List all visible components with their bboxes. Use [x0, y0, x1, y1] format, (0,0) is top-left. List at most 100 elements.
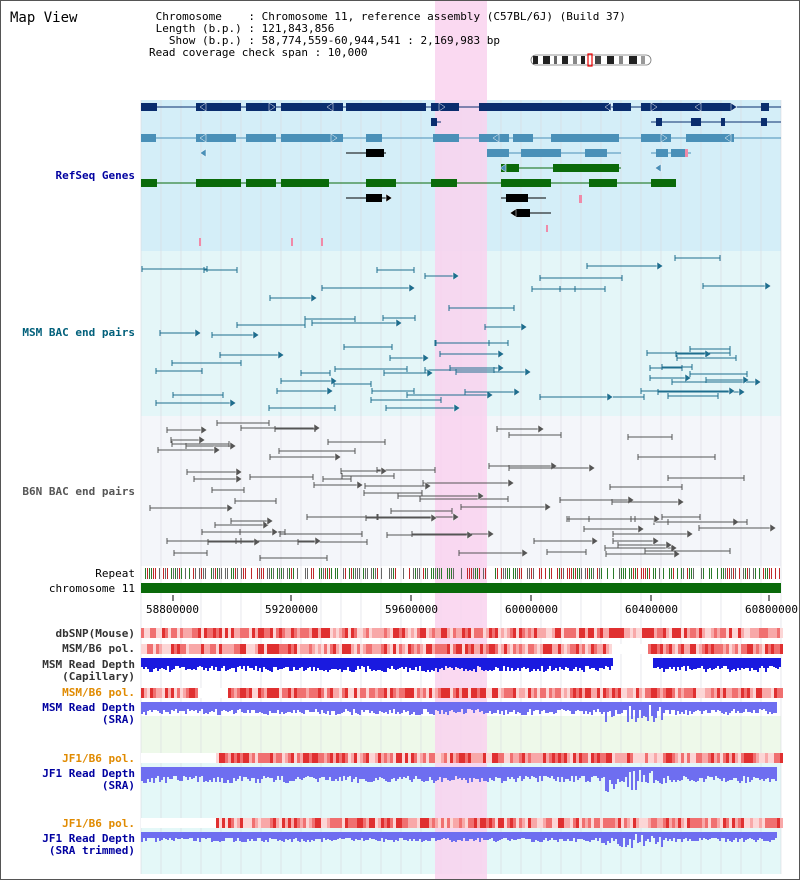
jf1-depth-bar — [363, 767, 365, 779]
dbsnp-cell — [531, 628, 534, 638]
jf1-depth-trimmed-bar — [485, 832, 487, 840]
jf1-depth-trimmed-bar — [691, 832, 693, 841]
msm-depth-capillary-bar — [281, 658, 283, 669]
jf1-depth-trimmed-bar — [607, 832, 609, 841]
msm-depth-capillary-bar — [765, 658, 767, 672]
chromosome-ideogram[interactable] — [529, 53, 653, 67]
repeat-element — [213, 568, 214, 579]
jf1-pol-trimmed-cell — [198, 818, 201, 828]
strand-arrow — [588, 463, 596, 473]
jf1-pol-trimmed-cell — [669, 818, 672, 828]
msm-depth-capillary-bar — [269, 658, 271, 671]
msm-pol-sra-cell — [306, 688, 309, 698]
jf1-pol-cell — [378, 753, 381, 763]
msm-pol-capillary-cell — [423, 644, 426, 654]
msm-depth-sra-bar — [591, 702, 593, 715]
msm-depth-capillary-bar — [607, 658, 609, 667]
msm-depth-capillary-bar — [673, 658, 675, 667]
msm-depth-sra-bar — [471, 702, 473, 710]
msm-depth-sra-bar — [527, 702, 529, 712]
repeat-element — [263, 568, 264, 579]
msm-pol-sra-cell — [600, 688, 603, 698]
repeat-element — [267, 568, 268, 579]
jf1-depth-bar — [411, 767, 413, 782]
msm-pol-capillary-cell — [303, 644, 306, 654]
jf1-pol-cell — [777, 753, 780, 763]
jf1-pol-trimmed-cell — [618, 818, 621, 828]
jf1-depth-bar — [219, 767, 221, 782]
msm-depth-sra-bar — [403, 702, 405, 710]
msm-depth-sra-bar — [431, 702, 433, 714]
msm-depth-capillary-bar — [255, 658, 257, 666]
jf1-pol-trimmed-cell — [657, 818, 660, 828]
jf1-depth-trimmed-bar — [165, 832, 167, 839]
jf1-depth-bar — [673, 767, 675, 780]
jf1-pol-trimmed-cell — [567, 818, 570, 828]
dbsnp-cell — [690, 628, 693, 638]
msm-pol-capillary-cell — [420, 644, 423, 654]
msm-depth-sra-bar — [215, 702, 217, 709]
jf1-pol-cell — [141, 753, 144, 763]
msm-pol-capillary-cell — [189, 644, 192, 654]
dbsnp-cell — [228, 628, 231, 638]
msm-pol-capillary-cell — [399, 644, 402, 654]
jf1-depth-bar — [477, 767, 479, 779]
msm-depth-sra-bar — [389, 702, 391, 710]
refseq-gene-exon — [691, 118, 701, 126]
jf1-pol-trimmed-cell — [141, 818, 144, 828]
jf1-depth-trimmed-bar — [381, 832, 383, 838]
jf1-pol-cell — [639, 753, 642, 763]
msm-pol-capillary-cell — [204, 644, 207, 654]
jf1-pol-cell — [270, 753, 273, 763]
jf1-pol-trimmed-cell — [684, 818, 687, 828]
dbsnp-cell — [573, 628, 576, 638]
msm-depth-sra-bar — [685, 702, 687, 710]
msm-pol-capillary-cell — [384, 644, 387, 654]
msm-depth-capillary-bar — [585, 658, 587, 666]
jf1-depth-trimmed-bar — [571, 832, 573, 841]
jf1-depth-trimmed-bar — [557, 832, 559, 842]
msm-pol-sra-cell — [447, 688, 450, 698]
msm-depth-capillary-bar — [407, 658, 409, 672]
msm-pol-capillary-cell — [501, 644, 504, 654]
jf1-pol-trimmed-cell — [396, 818, 399, 828]
jf1-depth-trimmed-bar — [705, 832, 707, 839]
jf1-pol-trimmed-cell — [549, 818, 552, 828]
jf1-pol-cell — [408, 753, 411, 763]
msm-pol-capillary-cell — [657, 644, 660, 654]
repeat-element — [531, 568, 532, 579]
jf1-depth-trimmed-bar — [719, 832, 721, 841]
msm-depth-capillary-bar — [687, 658, 689, 666]
msm-depth-sra-bar — [395, 702, 397, 714]
jf1-depth-bar — [535, 767, 537, 778]
jf1-depth-bar — [737, 767, 739, 781]
msm-depth-capillary-bar — [157, 658, 159, 671]
jf1-pol-trimmed-cell — [672, 818, 675, 828]
msm-pol-sra-cell — [255, 688, 258, 698]
msm-pol-sra-cell — [732, 688, 735, 698]
msm-pol-sra-cell — [357, 688, 360, 698]
msm-depth-sra-bar — [717, 702, 719, 710]
msm-depth-sra-bar — [337, 702, 339, 714]
dbsnp-cell — [369, 628, 372, 638]
msm-pol-sra-cell — [702, 688, 705, 698]
msm-pol-sra-cell — [585, 688, 588, 698]
msm-depth-sra-bar — [425, 702, 427, 709]
repeat-element — [269, 568, 270, 579]
msm-pol-sra-cell — [687, 688, 690, 698]
msm-pol-sra-cell — [471, 688, 474, 698]
jf1-pol-cell — [279, 753, 282, 763]
jf1-pol-cell — [309, 753, 312, 763]
jf1-pol-cell — [771, 753, 774, 763]
dbsnp-cell — [462, 628, 465, 638]
msm-depth-sra-bar — [259, 702, 261, 712]
jf1-pol-trimmed-cell — [456, 818, 459, 828]
msm-depth-capillary-bar — [261, 658, 263, 672]
jf1-depth-trimmed-bar — [639, 832, 641, 842]
msm-depth-sra-bar — [469, 702, 471, 709]
refseq-gene-exon — [313, 179, 329, 187]
jf1-pol-cell — [384, 753, 387, 763]
msm-depth-sra-bar — [361, 702, 363, 710]
msm-depth-sra-bar — [759, 702, 761, 709]
